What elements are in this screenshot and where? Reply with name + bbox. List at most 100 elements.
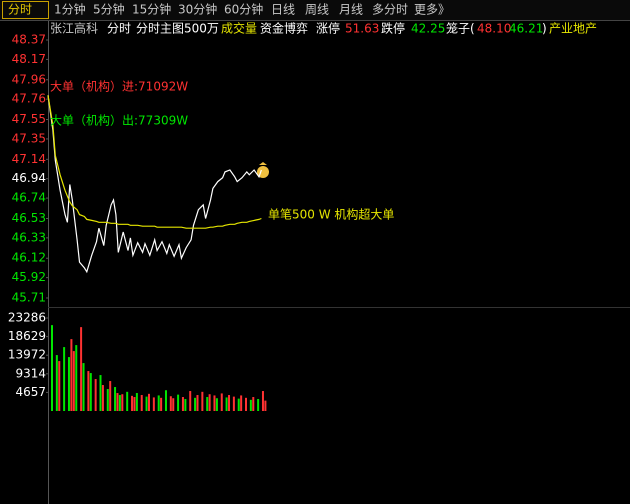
- volume-bar: [240, 395, 243, 411]
- header-item: 产业地产: [549, 22, 597, 36]
- header-item: 51.63: [345, 22, 379, 36]
- toolbar-tab[interactable]: 多分时: [372, 3, 408, 17]
- y-tick-label: 23286: [8, 311, 46, 325]
- y-tick-label: 48.17: [12, 52, 46, 66]
- volume-bar: [189, 391, 192, 411]
- header-item: 成交量: [221, 21, 257, 36]
- volume-bar: [70, 339, 73, 411]
- volume-bar: [116, 393, 119, 411]
- volume-bar: [264, 400, 267, 411]
- header-item: 46.21: [509, 22, 543, 36]
- annotation: 大单（机构）进:71092W: [50, 79, 188, 94]
- price-line: [47, 95, 262, 274]
- volume-bar: [206, 397, 209, 411]
- volume-bar: [257, 399, 260, 411]
- toolbar-tab[interactable]: 30分钟: [178, 2, 217, 17]
- volume-bar: [201, 391, 204, 411]
- volume-bar: [72, 351, 75, 411]
- toolbar-tab[interactable]: 15分钟: [132, 2, 171, 17]
- volume-bar: [126, 391, 129, 411]
- toolbar-tab[interactable]: 更多》: [414, 3, 450, 17]
- volume-bar: [51, 325, 53, 411]
- toolbar: [0, 0, 630, 20]
- header-item: 分时主图500万: [136, 22, 219, 36]
- volume-bar: [196, 395, 199, 411]
- volume-bar: [121, 394, 124, 411]
- y-tick-label: 4657: [15, 385, 46, 399]
- volume-bar: [145, 396, 148, 411]
- volume-bar: [58, 361, 61, 411]
- toolbar-tab[interactable]: 5分钟: [93, 2, 125, 17]
- volume-bar: [101, 385, 104, 411]
- volume-bar: [237, 398, 240, 411]
- y-tick-label: 47.35: [12, 131, 46, 145]
- volume-bar: [89, 373, 92, 411]
- volume-bar: [80, 327, 83, 411]
- header-item: 资金博弈: [260, 21, 308, 36]
- volume-bar: [160, 397, 163, 411]
- volume-bar: [152, 397, 155, 411]
- y-tick-label: 46.94: [12, 171, 46, 185]
- toolbar-tab[interactable]: 分时: [8, 3, 32, 17]
- header-item: 涨停: [316, 21, 340, 36]
- header-item: 48.10: [477, 22, 511, 36]
- y-tick-label: 13972: [8, 348, 46, 362]
- header-item: ): [542, 22, 547, 36]
- volume-bar: [164, 390, 167, 411]
- volume-bar: [232, 396, 235, 411]
- volume-bar: [228, 395, 231, 411]
- y-tick-label: 47.96: [12, 72, 46, 86]
- toolbar-tab[interactable]: 1分钟: [54, 2, 86, 17]
- volume-bar: [114, 387, 117, 411]
- volume-bar: [131, 395, 134, 411]
- volume-bar: [75, 345, 78, 411]
- volume-bar: [99, 375, 102, 411]
- active-tab-box: [2, 1, 49, 19]
- annotation: 大单（机构）出:77309W: [50, 113, 188, 128]
- y-tick-label: 9314: [15, 366, 46, 380]
- volume-bar: [135, 393, 138, 411]
- volume-bar: [82, 363, 85, 411]
- y-tick-label: 46.74: [12, 191, 46, 205]
- toolbar-tab[interactable]: 月线: [339, 3, 363, 17]
- volume-bar: [157, 395, 160, 411]
- y-tick-label: 18629: [8, 329, 46, 343]
- y-tick-label: 47.76: [12, 92, 46, 106]
- volume-bar: [118, 395, 121, 411]
- volume-bar: [245, 397, 247, 411]
- y-tick-label: 48.37: [12, 33, 46, 47]
- annotation: 单笔500 W 机构超大单: [268, 207, 394, 222]
- volume-bar: [225, 397, 228, 411]
- y-tick-label: 45.92: [12, 270, 46, 284]
- volume-bar: [184, 399, 187, 411]
- volume-bar: [133, 397, 136, 411]
- toolbar-tab[interactable]: 周线: [305, 3, 329, 17]
- volume-bar: [148, 393, 150, 411]
- y-tick-label: 47.14: [12, 152, 46, 166]
- y-tick-label: 47.55: [12, 112, 46, 126]
- y-tick-label: 46.33: [12, 230, 46, 244]
- volume-bar: [220, 393, 223, 411]
- volume-bar: [194, 397, 197, 411]
- volume-bar: [87, 371, 90, 411]
- toolbar-tab[interactable]: 日线: [271, 3, 295, 17]
- y-tick-label: 46.12: [12, 251, 46, 265]
- volume-bar: [249, 399, 252, 411]
- header-item: 笼子(: [446, 21, 475, 36]
- volume-bar: [181, 397, 184, 411]
- toolbar-tab[interactable]: 60分钟: [224, 2, 263, 17]
- volume-bar: [140, 395, 143, 411]
- volume-bar: [109, 381, 112, 411]
- volume-bar: [55, 355, 58, 411]
- volume-bar: [252, 397, 255, 411]
- volume-bar: [208, 394, 211, 411]
- header-item: 分时: [107, 22, 131, 36]
- price-line: [47, 95, 262, 229]
- volume-bar: [63, 347, 66, 411]
- volume-bar: [94, 379, 97, 411]
- header-item: 张江高科: [50, 21, 98, 36]
- y-tick-label: 46.53: [12, 211, 46, 225]
